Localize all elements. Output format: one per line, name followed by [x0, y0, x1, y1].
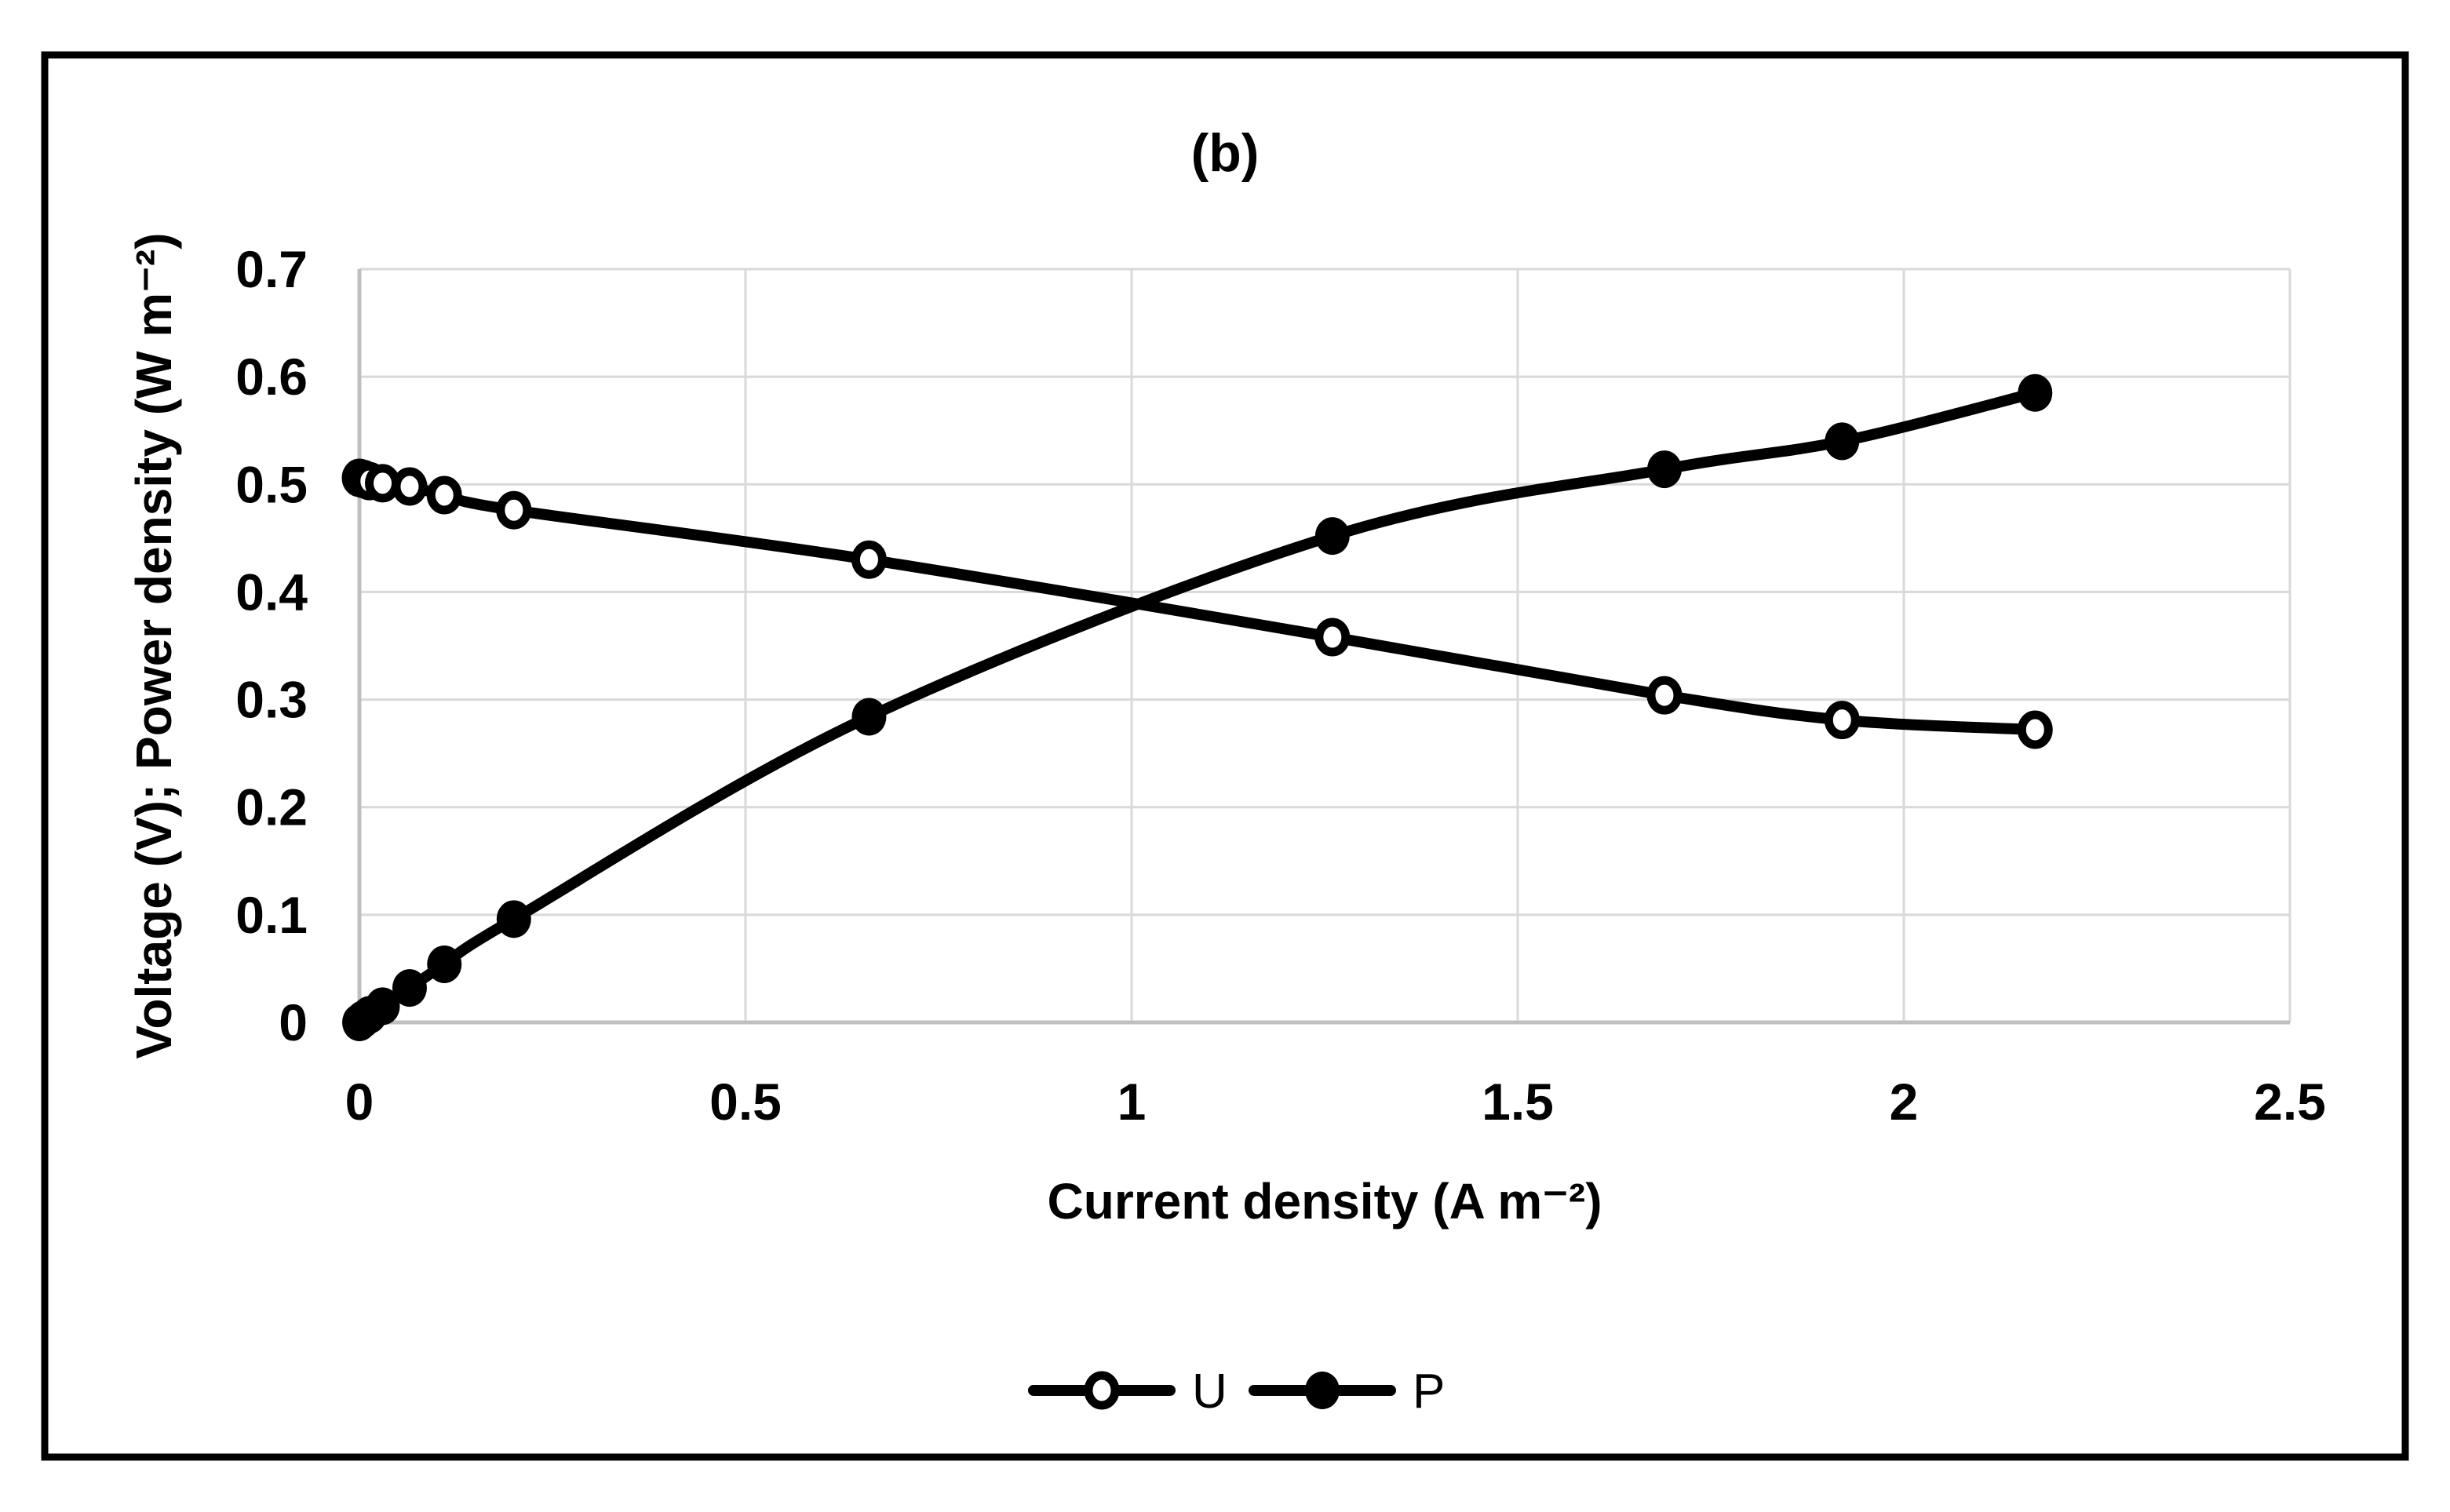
- y-tick-label: 0.1: [235, 886, 308, 944]
- y-tick-label: 0.6: [235, 348, 308, 406]
- marker-filled-circle-P: [1314, 517, 1350, 556]
- y-tick-labels: 0 0.1 0.2 0.3 0.4 0.5 0.6 0.7: [235, 240, 308, 1051]
- marker-open-circle-U: [426, 475, 462, 515]
- y-tick-label: 0.7: [235, 240, 308, 298]
- chart-title: (b): [1191, 123, 1260, 183]
- x-tick-labels: 0 0.5 1 1.5 2 2.5: [345, 1073, 2326, 1131]
- marker-open-circle-U: [1646, 676, 1683, 715]
- marker-filled-circle-P: [496, 900, 531, 938]
- x-tick-label: 0.5: [709, 1073, 782, 1131]
- marker-open-circle-U: [851, 540, 887, 579]
- figure-border: [41, 51, 2409, 1461]
- marker-open-circle-U: [1314, 618, 1351, 657]
- y-tick-label: 0.2: [235, 778, 308, 836]
- y-tick-label: 0.5: [235, 455, 308, 513]
- marker-open-circle-U: [365, 464, 401, 503]
- marker-open-circle-U: [496, 490, 532, 530]
- marker-open-circle-U: [392, 467, 428, 506]
- marker-filled-circle-P: [2018, 373, 2053, 412]
- marker-open-circle-U: [2017, 710, 2053, 749]
- legend-label-U: U: [1192, 1364, 1227, 1419]
- marker-filled-circle-P: [1646, 450, 1682, 489]
- marker-filled-circle-P: [851, 698, 887, 736]
- x-tick-label: 2: [1890, 1073, 1919, 1131]
- y-tick-label: 0.3: [235, 671, 308, 729]
- legend-label-P: P: [1413, 1364, 1445, 1419]
- y-tick-label: 0.4: [235, 563, 308, 621]
- legend-item-P: P: [1249, 1364, 1445, 1419]
- x-tick-label: 0: [345, 1073, 374, 1131]
- marker-open-circle-U: [1824, 701, 1860, 740]
- marker-filled-circle-P: [427, 945, 462, 983]
- marker-filled-circle-P: [1825, 422, 1860, 461]
- series-markers: [341, 373, 2053, 1041]
- x-axis-title: Current density (A m⁻²): [1048, 1173, 1602, 1230]
- y-tick-label: 0: [279, 993, 308, 1051]
- y-axis-title: Voltage (V); Power density (W m⁻²): [126, 232, 182, 1058]
- legend-marker-filled-circle: [1305, 1372, 1340, 1409]
- axis-lines: [357, 269, 2290, 1025]
- marker-filled-circle-P: [365, 987, 400, 1026]
- x-tick-label: 2.5: [2254, 1073, 2326, 1131]
- legend-marker-open-circle: [1084, 1371, 1120, 1410]
- x-tick-label: 1.5: [1482, 1073, 1554, 1131]
- x-tick-label: 1: [1117, 1073, 1147, 1131]
- marker-filled-circle-P: [392, 969, 427, 1007]
- gridlines: [359, 268, 2291, 1022]
- legend-item-U: U: [1028, 1364, 1227, 1419]
